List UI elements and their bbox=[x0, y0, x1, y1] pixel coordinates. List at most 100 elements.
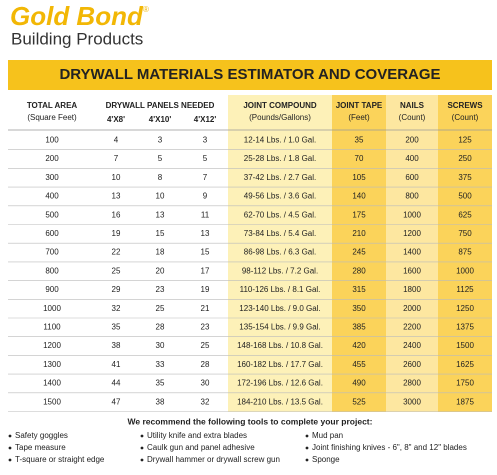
cell: 1200 bbox=[403, 229, 421, 238]
cell: 148-168 Lbs. / 10.8 Gal. bbox=[237, 341, 323, 350]
bullet bbox=[305, 434, 309, 438]
cell: 62-70 Lbs. / 4.5 Gal. bbox=[244, 210, 317, 219]
cell: 1000 bbox=[403, 210, 421, 219]
cell: 35 bbox=[112, 322, 121, 331]
cell: 19 bbox=[201, 285, 210, 294]
cell: 47 bbox=[112, 397, 121, 406]
cell: 300 bbox=[45, 173, 59, 182]
cell: 280 bbox=[352, 266, 366, 275]
cell: 200 bbox=[45, 154, 59, 163]
cell: 41 bbox=[112, 360, 121, 369]
cell: 5 bbox=[158, 154, 163, 163]
cell: 44 bbox=[112, 379, 121, 388]
cell: 25 bbox=[201, 341, 210, 350]
bullet bbox=[8, 458, 12, 462]
header-unit: (Count) bbox=[399, 113, 426, 122]
cell: 1875 bbox=[456, 397, 474, 406]
cell: 1000 bbox=[456, 266, 474, 275]
cell: 800 bbox=[45, 266, 59, 275]
cell: 16 bbox=[112, 210, 121, 219]
cell: 25-28 Lbs. / 1.8 Gal. bbox=[244, 154, 317, 163]
cell: 123-140 Lbs. / 9.0 Gal. bbox=[239, 304, 320, 313]
cell: 1375 bbox=[456, 322, 474, 331]
cell: 1000 bbox=[43, 304, 61, 313]
bullet bbox=[8, 434, 12, 438]
cell: 13 bbox=[156, 210, 165, 219]
cell: 100 bbox=[45, 135, 59, 144]
cell: 1250 bbox=[456, 304, 474, 313]
cell: 2800 bbox=[403, 379, 421, 388]
cell: 98-112 Lbs. / 7.2 Gal. bbox=[242, 266, 318, 275]
header-label: SCREWS bbox=[447, 101, 483, 110]
header-label: NAILS bbox=[400, 101, 425, 110]
nails-column-bg bbox=[386, 95, 438, 412]
tool-item: Caulk gun and panel adhesive bbox=[147, 443, 255, 452]
cell: 1600 bbox=[403, 266, 421, 275]
cell: 2600 bbox=[403, 360, 421, 369]
cell: 160-182 Lbs. / 17.7 Gal. bbox=[237, 360, 323, 369]
cell: 25 bbox=[156, 304, 165, 313]
cell: 1125 bbox=[456, 285, 474, 294]
cell: 23 bbox=[156, 285, 165, 294]
cell: 17 bbox=[201, 266, 210, 275]
cell: 28 bbox=[156, 322, 165, 331]
header-unit: (Pounds/Gallons) bbox=[249, 113, 311, 122]
cell: 10 bbox=[156, 192, 165, 201]
cell: 400 bbox=[405, 154, 419, 163]
cell: 86-98 Lbs. / 6.3 Gal. bbox=[244, 248, 317, 257]
panel-size: 4'X12' bbox=[194, 115, 217, 124]
cell: 4 bbox=[114, 135, 119, 144]
cell: 10 bbox=[112, 173, 121, 182]
bullet bbox=[140, 434, 144, 438]
header-unit: (Square Feet) bbox=[27, 113, 77, 122]
cell: 2200 bbox=[403, 322, 421, 331]
tool-item: Sponge bbox=[312, 455, 340, 464]
cell: 1400 bbox=[43, 379, 61, 388]
cell: 21 bbox=[201, 304, 210, 313]
cell: 38 bbox=[156, 397, 165, 406]
cell: 73-84 Lbs. / 5.4 Gal. bbox=[244, 229, 317, 238]
cell: 11 bbox=[201, 210, 210, 219]
cell: 25 bbox=[112, 266, 121, 275]
cell: 28 bbox=[201, 360, 210, 369]
tool-item: Tape measure bbox=[15, 443, 66, 452]
screws-column-bg bbox=[438, 95, 492, 412]
cell: 172-196 Lbs. / 12.6 Gal. bbox=[237, 379, 323, 388]
cell: 1500 bbox=[43, 397, 61, 406]
title-banner bbox=[8, 60, 492, 90]
tool-item: T-square or straight edge bbox=[15, 455, 105, 464]
cell: 8 bbox=[158, 173, 163, 182]
cell: 5 bbox=[203, 154, 208, 163]
tool-item: Utility knife and extra blades bbox=[147, 431, 247, 440]
cell: 32 bbox=[112, 304, 121, 313]
cell: 625 bbox=[458, 210, 472, 219]
tools-intro: We recommend the following tools to comp… bbox=[128, 416, 373, 426]
cell: 110-126 Lbs. / 8.1 Gal. bbox=[240, 285, 321, 294]
cell: 35 bbox=[156, 379, 165, 388]
cell: 420 bbox=[352, 341, 366, 350]
cell: 3000 bbox=[403, 397, 421, 406]
cell: 135-154 Lbs. / 9.9 Gal. bbox=[239, 322, 320, 331]
brand: Gold Bond bbox=[10, 1, 144, 31]
cell: 35 bbox=[355, 135, 364, 144]
cell: 1400 bbox=[403, 248, 421, 257]
cell: 140 bbox=[352, 192, 366, 201]
cell: 600 bbox=[45, 229, 59, 238]
cell: 500 bbox=[45, 210, 59, 219]
cell: 900 bbox=[45, 285, 59, 294]
cell: 33 bbox=[156, 360, 165, 369]
cell: 210 bbox=[352, 229, 366, 238]
compound-column-bg bbox=[228, 95, 332, 412]
cell: 245 bbox=[352, 248, 366, 257]
bullet bbox=[140, 458, 144, 462]
cell: 875 bbox=[458, 248, 472, 257]
cell: 184-210 Lbs. / 13.5 Gal. bbox=[237, 397, 323, 406]
cell: 125 bbox=[458, 135, 472, 144]
tool-item: Safety goggles bbox=[15, 431, 68, 440]
cell: 175 bbox=[352, 210, 366, 219]
header-label: DRYWALL PANELS NEEDED bbox=[106, 101, 215, 110]
cell: 1750 bbox=[456, 379, 474, 388]
cell: 30 bbox=[156, 341, 165, 350]
